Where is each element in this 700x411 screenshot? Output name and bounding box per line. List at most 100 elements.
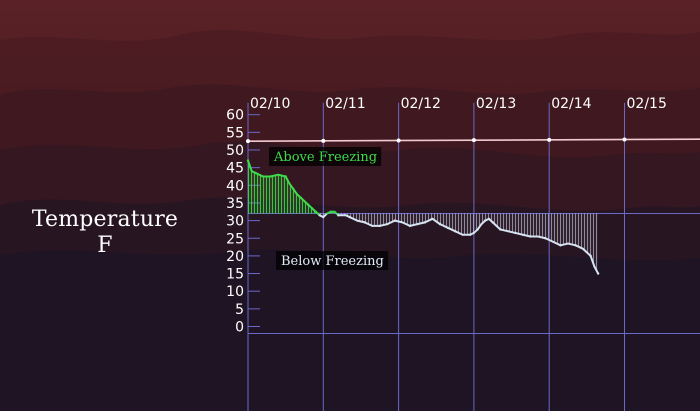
series-segment bbox=[514, 231, 524, 236]
x-tick-label: 02/12 bbox=[401, 96, 441, 112]
series-segment bbox=[416, 221, 426, 226]
series-point bbox=[514, 231, 517, 235]
y-tick-label: 5 bbox=[235, 302, 244, 318]
y-tick-label: 10 bbox=[226, 284, 244, 300]
series-point bbox=[596, 272, 600, 275]
x-tick-label: 02/14 bbox=[551, 96, 591, 112]
series-point bbox=[574, 244, 577, 247]
series-segment bbox=[423, 217, 434, 224]
y-tick-label: 50 bbox=[226, 143, 244, 159]
y-tick-label: 30 bbox=[226, 214, 244, 230]
series-point bbox=[438, 222, 442, 226]
series-point bbox=[314, 210, 317, 213]
reference-dot bbox=[622, 137, 627, 142]
y-tick-label: 55 bbox=[226, 125, 244, 141]
series-segment bbox=[254, 171, 265, 178]
below-freezing-label: Below Freezing bbox=[276, 251, 389, 270]
series-point bbox=[499, 228, 502, 231]
series-point bbox=[299, 196, 302, 199]
series-point bbox=[378, 224, 381, 228]
series-segment bbox=[378, 223, 389, 227]
series-segment bbox=[439, 223, 449, 229]
x-tick-label: 02/11 bbox=[325, 96, 365, 112]
series-segment bbox=[401, 221, 411, 227]
series-segment bbox=[363, 221, 374, 227]
series-point bbox=[254, 171, 257, 175]
reference-dot bbox=[246, 139, 250, 144]
below-freezing-label-text: Below Freezing bbox=[281, 254, 384, 269]
y-tick-label: 60 bbox=[226, 108, 244, 124]
reference-dot bbox=[471, 138, 476, 143]
series-point bbox=[529, 235, 532, 238]
series-point bbox=[363, 221, 366, 224]
series-point bbox=[491, 221, 494, 224]
series-point bbox=[476, 228, 479, 231]
series-point bbox=[307, 203, 310, 206]
y-tick-label: 0 bbox=[235, 320, 244, 336]
series-segment bbox=[284, 175, 291, 185]
y-tick-label: 35 bbox=[226, 196, 244, 212]
series-segment bbox=[356, 219, 366, 224]
series-segment bbox=[551, 240, 562, 247]
series-point bbox=[483, 219, 487, 222]
series-segment bbox=[269, 173, 280, 178]
series-segment bbox=[247, 159, 253, 173]
series-point bbox=[337, 214, 340, 217]
series-segment bbox=[431, 217, 442, 226]
reference-dot bbox=[396, 138, 401, 143]
series-point bbox=[322, 215, 325, 219]
series-segment bbox=[544, 237, 554, 243]
series-point bbox=[408, 224, 412, 228]
y-tick-label: 45 bbox=[226, 161, 244, 177]
series-point bbox=[246, 159, 250, 162]
annotations: Above Freezing Below Freezing bbox=[269, 147, 389, 270]
series-point bbox=[291, 187, 295, 191]
above-freezing-label-text: Above Freezing bbox=[273, 150, 377, 165]
x-tick-label: 02/10 bbox=[250, 96, 290, 112]
series-segment bbox=[348, 216, 359, 222]
series-point bbox=[329, 210, 333, 213]
reference-dot bbox=[321, 138, 326, 143]
series-segment bbox=[386, 219, 396, 226]
y-tick-label: 40 bbox=[226, 178, 244, 194]
x-tick-label: 02/13 bbox=[476, 96, 516, 112]
series-point bbox=[284, 175, 287, 178]
above-freezing-label-bg bbox=[269, 147, 382, 166]
series-segment bbox=[574, 244, 585, 250]
reference-dot bbox=[547, 137, 552, 142]
series-segment bbox=[567, 242, 577, 247]
y-axis-label-line2: F bbox=[97, 233, 113, 258]
series-segment bbox=[582, 247, 592, 257]
series-segment bbox=[536, 235, 547, 240]
series-point bbox=[269, 175, 272, 178]
series-segment bbox=[499, 228, 509, 233]
y-tick-label: 15 bbox=[226, 267, 244, 283]
series-point bbox=[348, 215, 351, 219]
series-segment bbox=[589, 254, 596, 268]
series-point bbox=[544, 237, 547, 240]
series-point bbox=[393, 219, 397, 222]
series-point bbox=[468, 233, 472, 236]
x-tick-label: 02/15 bbox=[627, 96, 667, 112]
series-segment bbox=[593, 265, 600, 275]
series-segment bbox=[408, 223, 419, 227]
series-segment bbox=[454, 230, 464, 236]
series-segment bbox=[393, 219, 404, 224]
above-freezing-label: Above Freezing bbox=[269, 147, 382, 166]
y-tick-label: 25 bbox=[226, 231, 244, 247]
series-lines bbox=[246, 137, 700, 275]
y-tick-label: 20 bbox=[226, 249, 244, 265]
series-segment bbox=[506, 230, 517, 234]
below-freezing-label-bg bbox=[276, 251, 389, 270]
series-segment bbox=[446, 226, 457, 233]
y-axis-label-line1: Temperature bbox=[31, 207, 179, 232]
series-segment bbox=[521, 233, 532, 238]
series-point bbox=[559, 244, 562, 247]
series-point bbox=[589, 254, 592, 258]
series-point bbox=[453, 229, 457, 233]
series-segment bbox=[277, 173, 287, 178]
series-point bbox=[423, 221, 427, 224]
